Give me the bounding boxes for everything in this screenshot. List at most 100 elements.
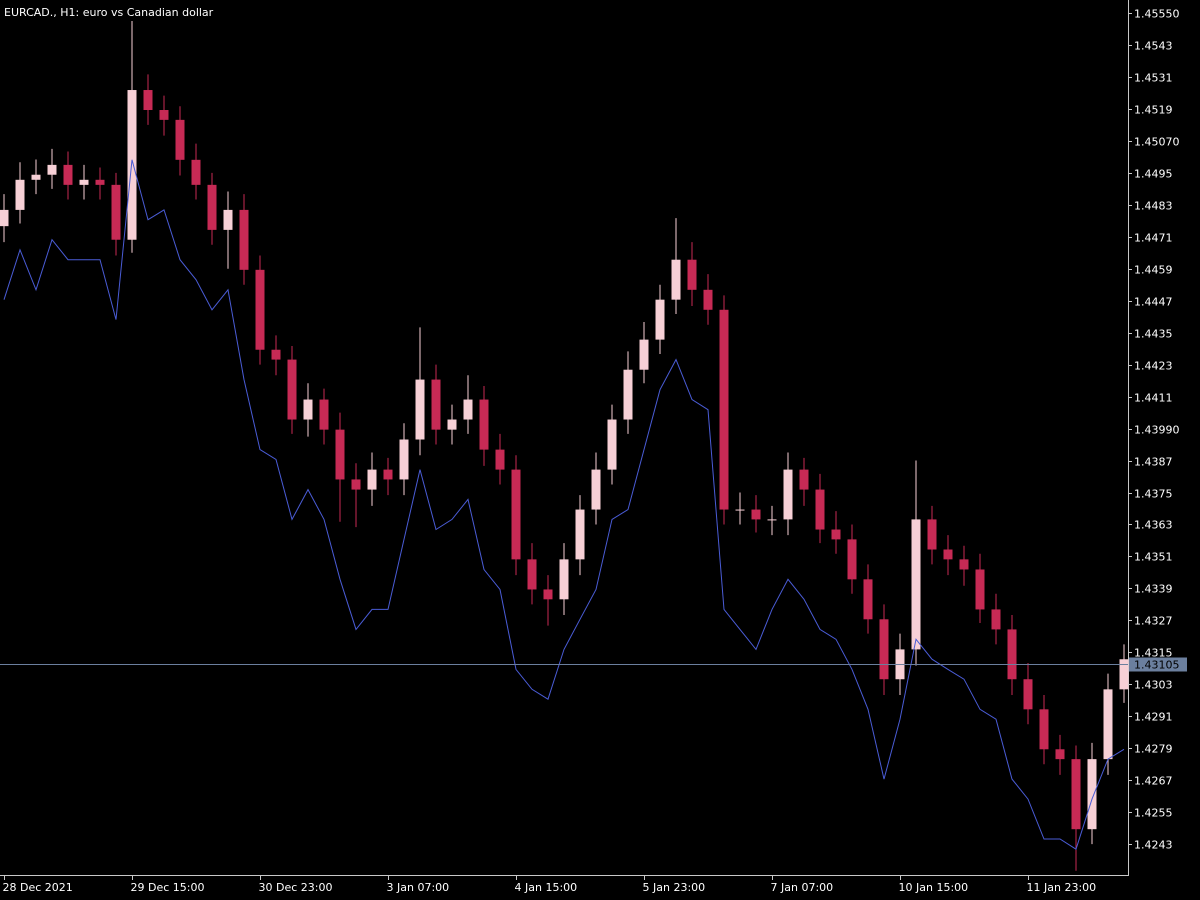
y-tick-label: 1.45550 (1134, 8, 1180, 21)
y-tick-label: 1.4315 (1134, 647, 1173, 660)
y-tick-label: 1.4375 (1134, 488, 1173, 501)
candle-body (319, 399, 329, 430)
candle-body (751, 509, 761, 520)
y-tick-label: 1.4327 (1134, 615, 1173, 628)
y-tick-label: 1.4351 (1134, 551, 1173, 564)
candle-body (703, 289, 713, 310)
candle-body (591, 469, 601, 510)
candle-body (143, 90, 153, 111)
candle-body (1055, 749, 1065, 760)
x-tick-label: 30 Dec 23:00 (259, 881, 333, 894)
y-tick-label: 1.4363 (1134, 519, 1173, 532)
candle-body (255, 269, 265, 350)
chart-title: EURCAD., H1: euro vs Canadian dollar (4, 6, 214, 19)
candle-body (783, 469, 793, 520)
candle-body (63, 164, 73, 185)
candle-body (639, 339, 649, 370)
current-price-label: 1.43105 (1134, 659, 1180, 672)
y-tick-label: 1.4435 (1134, 328, 1173, 341)
candle-body (735, 509, 745, 511)
candle-body (335, 429, 345, 480)
y-tick-label: 1.4447 (1134, 296, 1173, 309)
candle-body (431, 379, 441, 430)
candle-body (719, 309, 729, 510)
y-tick-label: 1.45070 (1134, 136, 1180, 149)
y-tick-label: 1.4495 (1134, 168, 1173, 181)
x-tick-label: 7 Jan 07:00 (771, 881, 834, 894)
indicator-line (3, 159, 1125, 850)
candle-body (47, 164, 57, 175)
candle-body (367, 469, 377, 490)
candle-body (79, 179, 89, 185)
candle-body (1103, 689, 1113, 760)
current-price-box (1129, 657, 1187, 672)
y-tick-label: 1.4411 (1134, 392, 1173, 405)
candle-body (351, 479, 361, 490)
candle-body (31, 174, 41, 180)
candle-body (607, 419, 617, 470)
y-tick-label: 1.4339 (1134, 583, 1173, 596)
candle-body (0, 209, 9, 227)
candle-body (175, 119, 185, 160)
candle-body (799, 469, 809, 490)
candle-body (879, 619, 889, 680)
candle-body (159, 110, 169, 120)
candle-body (623, 369, 633, 420)
y-tick-label: 1.4243 (1134, 839, 1173, 852)
candle-body (223, 209, 233, 230)
candle-body (239, 209, 249, 270)
candle-body (271, 349, 281, 360)
candle-body (1119, 659, 1129, 690)
candle-body (943, 549, 953, 560)
candle-body (687, 259, 697, 290)
candle-body (303, 399, 313, 420)
candle-body (975, 569, 985, 610)
plot-area (0, 21, 1129, 871)
candle-body (191, 159, 201, 185)
candle-body (111, 184, 121, 240)
candle-body (479, 399, 489, 450)
candle-body (1023, 679, 1033, 710)
candle-body (575, 509, 585, 560)
x-tick-label: 5 Jan 23:00 (643, 881, 706, 894)
x-tick-label: 11 Jan 23:00 (1027, 881, 1097, 894)
candle-body (1087, 759, 1097, 830)
candle-body (207, 184, 217, 230)
y-tick-label: 1.4471 (1134, 232, 1173, 245)
y-tick-label: 1.4531 (1134, 72, 1173, 85)
candle-body (831, 529, 841, 540)
candle-body (511, 469, 521, 560)
y-tick-label: 1.4387 (1134, 456, 1173, 469)
candle-body (15, 179, 25, 210)
x-tick-label: 28 Dec 2021 (3, 881, 73, 894)
candle-body (399, 439, 409, 480)
x-tick-label: 10 Jan 15:00 (899, 881, 969, 894)
candle-body (847, 539, 857, 580)
y-tick-label: 1.4267 (1134, 775, 1173, 788)
candle-body (527, 559, 537, 590)
y-tick-label: 1.4483 (1134, 200, 1173, 213)
x-tick-label: 4 Jan 15:00 (515, 881, 578, 894)
candle-body (927, 519, 937, 550)
candle-body (655, 299, 665, 340)
candle-body (959, 559, 969, 570)
candle-body (463, 399, 473, 420)
candle-body (127, 90, 137, 240)
y-tick-label: 1.4543 (1134, 40, 1173, 53)
y-tick-label: 1.4303 (1134, 679, 1173, 692)
candle-body (495, 449, 505, 470)
y-tick-label: 1.43990 (1134, 424, 1180, 437)
candle-body (559, 559, 569, 600)
candle-body (815, 489, 825, 530)
y-tick-label: 1.4291 (1134, 711, 1173, 724)
candle-body (1039, 709, 1049, 750)
y-tick-label: 1.4423 (1134, 360, 1173, 373)
candle-body (863, 579, 873, 620)
candle-body (671, 259, 681, 300)
candle-body (911, 519, 921, 650)
y-tick-label: 1.4255 (1134, 807, 1173, 820)
candle-body (415, 379, 425, 440)
y-tick-label: 1.4459 (1134, 264, 1173, 277)
